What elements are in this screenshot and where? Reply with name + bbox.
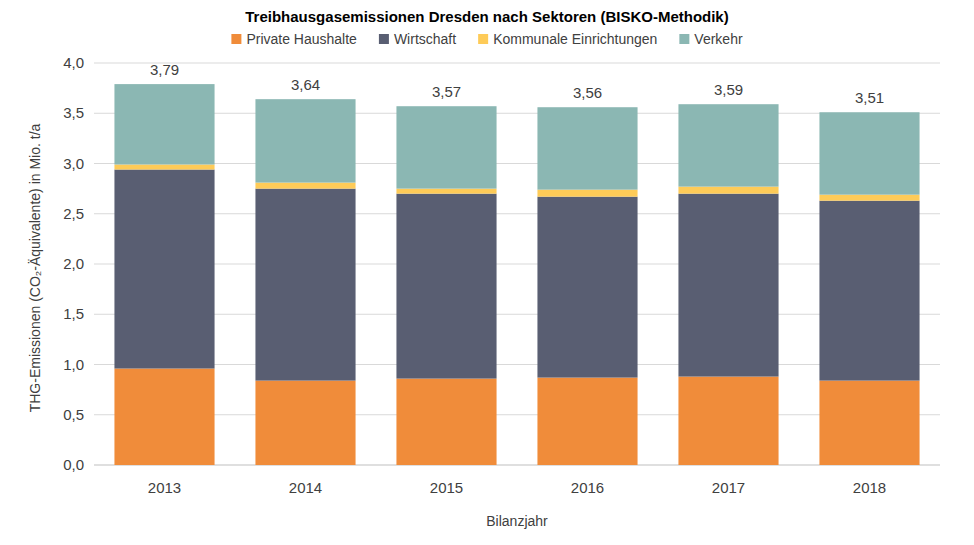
y-tick-label: 0,5 — [63, 406, 84, 423]
legend-swatch — [231, 34, 241, 44]
grid-line — [94, 63, 940, 64]
bar-segment — [537, 378, 637, 465]
y-tick-label: 2,5 — [63, 205, 84, 222]
bar-segment — [819, 381, 919, 465]
bar-segment — [396, 189, 496, 194]
x-tick-label: 2015 — [430, 479, 463, 496]
y-tick-label: 1,5 — [63, 305, 84, 322]
bar-segment — [255, 99, 355, 182]
y-tick-label: 4,0 — [63, 54, 84, 71]
grid — [94, 63, 940, 465]
bar-segment — [819, 112, 919, 194]
bar-segment — [678, 194, 778, 377]
legend-item: Kommunale Einrichtungen — [478, 31, 657, 47]
x-tick-label: 2016 — [571, 479, 604, 496]
total-label: 3,64 — [291, 76, 320, 93]
bar-segment — [255, 183, 355, 189]
y-tick-label: 1,0 — [63, 356, 84, 373]
bar-segment — [678, 104, 778, 186]
grid-line — [94, 314, 940, 315]
grid-line — [94, 163, 940, 164]
x-axis-line — [94, 465, 940, 466]
legend: Private Haushalte Wirtschaft Kommunale Ein… — [231, 31, 743, 47]
chart: Treibhausgasemissionen Dresden nach Sekt… — [0, 0, 974, 545]
grid-line — [94, 264, 940, 265]
total-label: 3,59 — [714, 81, 743, 98]
bar-segment — [678, 187, 778, 194]
y-tick-label: 3,0 — [63, 155, 84, 172]
bar-segment — [537, 107, 637, 189]
x-tick-label: 2014 — [289, 479, 322, 496]
legend-item: Private Haushalte — [231, 31, 357, 47]
grid-line — [94, 213, 940, 214]
legend-item: Wirtschaft — [379, 31, 456, 47]
grid-line — [94, 113, 940, 114]
bar-segment — [255, 189, 355, 381]
y-tick-label: 3,5 — [63, 104, 84, 121]
y-tick-label: 2,0 — [63, 255, 84, 272]
bar-segment — [396, 379, 496, 465]
bar-segment — [396, 106, 496, 188]
bar-segment — [114, 84, 214, 164]
bar-segment — [114, 165, 214, 170]
legend-swatch — [478, 34, 488, 44]
bar-segment — [819, 195, 919, 201]
legend-label: Wirtschaft — [394, 31, 456, 47]
total-label: 3,79 — [150, 61, 179, 78]
x-tick-label: 2013 — [148, 479, 181, 496]
bar-segment — [255, 381, 355, 465]
bar-segment — [396, 194, 496, 379]
bars — [114, 84, 919, 465]
total-label: 3,57 — [432, 83, 461, 100]
bar-segment — [819, 201, 919, 381]
legend-swatch — [679, 34, 689, 44]
legend-label: Verkehr — [694, 31, 743, 47]
x-axis-label: Bilanzjahr — [486, 513, 548, 529]
x-tick-label: 2018 — [853, 479, 886, 496]
bar-segment — [114, 369, 214, 465]
y-tick-label: 0,0 — [63, 456, 84, 473]
grid-line — [94, 364, 940, 365]
legend-label: Kommunale Einrichtungen — [493, 31, 657, 47]
total-label: 3,56 — [573, 84, 602, 101]
bar-segment — [114, 170, 214, 369]
grid-line — [94, 414, 940, 415]
bar-segment — [678, 377, 778, 465]
total-label: 3,51 — [855, 89, 884, 106]
bar-segment — [537, 190, 637, 197]
legend-item: Verkehr — [679, 31, 743, 47]
x-tick-label: 2017 — [712, 479, 745, 496]
legend-swatch — [379, 34, 389, 44]
bar-segment — [537, 197, 637, 378]
y-axis-label: THG-Emissionen (CO₂-Äquivalente) in Mio.… — [27, 123, 43, 412]
legend-label: Private Haushalte — [246, 31, 357, 47]
title: Treibhausgasemissionen Dresden nach Sekt… — [245, 8, 728, 25]
